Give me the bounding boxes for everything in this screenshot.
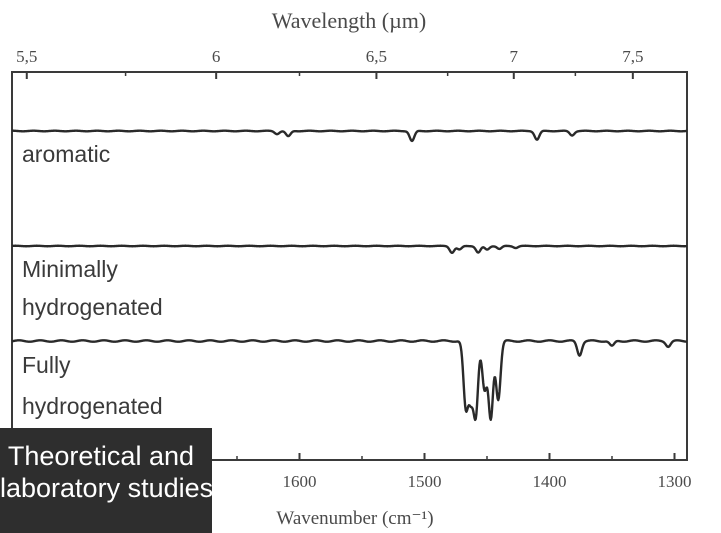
top-tick-label: 6,5 xyxy=(366,47,387,66)
series-label: aromatic xyxy=(22,141,110,167)
top-tick-label: 7 xyxy=(510,47,519,66)
bottom-tick-label: 1600 xyxy=(283,472,317,491)
bottom-tick-label: 1400 xyxy=(533,472,567,491)
spectrum-line xyxy=(11,129,688,143)
bottom-tick-label: 1300 xyxy=(658,472,692,491)
series-label: Fully xyxy=(22,352,71,378)
caption-line-1: Theoretical and xyxy=(7,441,194,471)
top-tick-label: 6 xyxy=(212,47,221,66)
caption-box: Theoretical and laboratory studies xyxy=(0,428,212,533)
top-tick-label: 7,5 xyxy=(622,47,643,66)
plot-frame xyxy=(11,71,688,461)
spectrum-line xyxy=(11,244,688,255)
series-label: Minimally xyxy=(22,256,118,282)
spectrum-line xyxy=(11,339,688,422)
bottom-axis-title: Wavenumber (cm⁻¹) xyxy=(276,508,433,529)
bottom-tick-label: 1500 xyxy=(408,472,442,491)
top-axis-title: Wavelength (µm) xyxy=(272,8,426,33)
caption-line-2: laboratory studies xyxy=(0,473,212,503)
series-label: hydrogenated xyxy=(22,294,163,320)
top-tick-label: 5,5 xyxy=(16,47,37,66)
series-label: hydrogenated xyxy=(22,393,163,419)
